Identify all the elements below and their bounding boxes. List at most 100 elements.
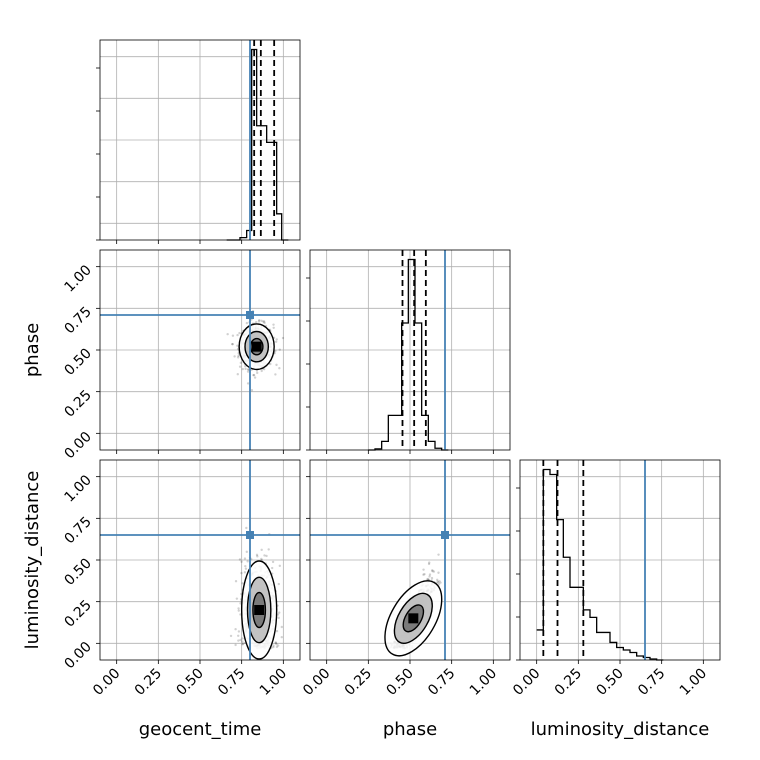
sample-point — [243, 571, 247, 574]
sample-point — [422, 573, 425, 576]
sample-point — [253, 376, 257, 379]
hist-geocent_time-grid — [100, 40, 300, 240]
sample-point — [275, 629, 279, 633]
sample-point — [437, 571, 440, 574]
x-tick-label: 0.25 — [552, 666, 585, 699]
sample-point — [237, 639, 240, 642]
sample-point — [235, 597, 239, 600]
sample-point — [236, 373, 239, 376]
sample-point — [278, 611, 281, 614]
sample-point — [255, 553, 259, 557]
sample-point — [431, 569, 434, 572]
sample-point — [233, 355, 236, 358]
sample-point — [278, 564, 282, 568]
sample-point — [277, 616, 280, 620]
sample-point — [274, 373, 277, 376]
sample-point — [272, 323, 275, 326]
sample-point — [245, 550, 249, 554]
density-peak — [408, 613, 419, 624]
sample-point — [260, 548, 263, 552]
sample-point — [267, 548, 270, 551]
sample-point — [250, 389, 254, 392]
sample-point — [428, 561, 431, 564]
sample-point — [252, 373, 256, 377]
sample-point — [272, 645, 275, 649]
sample-point — [265, 554, 268, 558]
sample-point — [426, 577, 430, 581]
x-axis-label-phase: phase — [383, 719, 437, 740]
sample-point — [244, 564, 247, 568]
y-tick-label: 1.00 — [61, 262, 94, 295]
y-tick-label: 0.75 — [61, 304, 94, 337]
sample-point — [246, 370, 250, 373]
sample-point — [277, 582, 280, 586]
sample-point — [231, 342, 234, 346]
sample-point — [436, 578, 439, 582]
y-tick-label: 0.25 — [61, 387, 94, 420]
sample-point — [263, 554, 266, 557]
sample-point — [240, 571, 243, 575]
sample-point — [257, 320, 261, 323]
sample-point — [237, 609, 240, 612]
sample-point — [276, 644, 280, 647]
sample-point — [281, 336, 285, 340]
sample-point — [423, 572, 426, 576]
sample-point — [234, 627, 237, 631]
sample-point — [234, 643, 237, 647]
sample-point — [272, 644, 275, 647]
hist-phase-grid — [310, 250, 510, 450]
sample-point — [272, 326, 275, 329]
sample-point — [274, 349, 277, 353]
sample-point — [439, 581, 442, 584]
x-tick-label: 1.00 — [467, 666, 500, 699]
x-tick-label: 0.50 — [593, 666, 626, 699]
sample-point — [437, 553, 440, 556]
sample-point — [237, 354, 240, 358]
sample-point — [237, 630, 241, 633]
sample-point — [260, 557, 263, 561]
sample-point — [274, 641, 278, 645]
sample-point — [269, 362, 272, 366]
sample-point — [239, 638, 242, 642]
sample-point — [431, 569, 434, 573]
sample-point — [260, 319, 263, 323]
histogram-phase — [368, 258, 449, 451]
histogram-geocent_time — [226, 48, 289, 241]
sample-point — [246, 560, 249, 563]
x-tick-label: 1.00 — [677, 666, 710, 699]
y-tick-label: 0.50 — [61, 346, 94, 379]
sample-point — [241, 637, 244, 640]
sample-point — [278, 348, 281, 351]
sample-point — [427, 562, 431, 566]
sample-point — [226, 332, 229, 336]
sample-point — [437, 583, 441, 586]
sample-point — [244, 567, 248, 570]
y-tick-label: 0.00 — [61, 429, 94, 462]
panel-luminosity_distance_vs_geocent_time-samples — [229, 526, 283, 660]
sample-point — [252, 373, 255, 377]
sample-point — [245, 321, 249, 325]
panel-phase_vs_geocent_time-grid — [100, 250, 300, 450]
sample-point — [238, 331, 241, 335]
sample-point — [236, 356, 240, 359]
x-tick-label: 0.75 — [425, 666, 458, 699]
sample-point — [236, 344, 239, 347]
x-axis-label-geocent_time: geocent_time — [139, 719, 262, 740]
sample-point — [280, 625, 283, 629]
sample-point — [430, 576, 434, 580]
panel-luminosity_distance_vs_phase-samples — [384, 553, 443, 657]
y-tick-label: 0.25 — [61, 597, 94, 630]
sample-point — [262, 320, 265, 323]
x-tick-label: 0.25 — [132, 666, 165, 699]
y-tick-label: 0.75 — [61, 514, 94, 547]
x-axis-label-luminosity_distance: luminosity_distance — [531, 719, 710, 740]
sample-point — [241, 640, 244, 643]
sample-point — [263, 321, 266, 325]
x-tick-label: 0.50 — [383, 666, 416, 699]
sample-point — [275, 363, 278, 367]
sample-point — [422, 568, 425, 571]
sample-point — [241, 367, 245, 371]
sample-point — [236, 333, 239, 337]
x-tick-label: 0.00 — [90, 666, 123, 699]
